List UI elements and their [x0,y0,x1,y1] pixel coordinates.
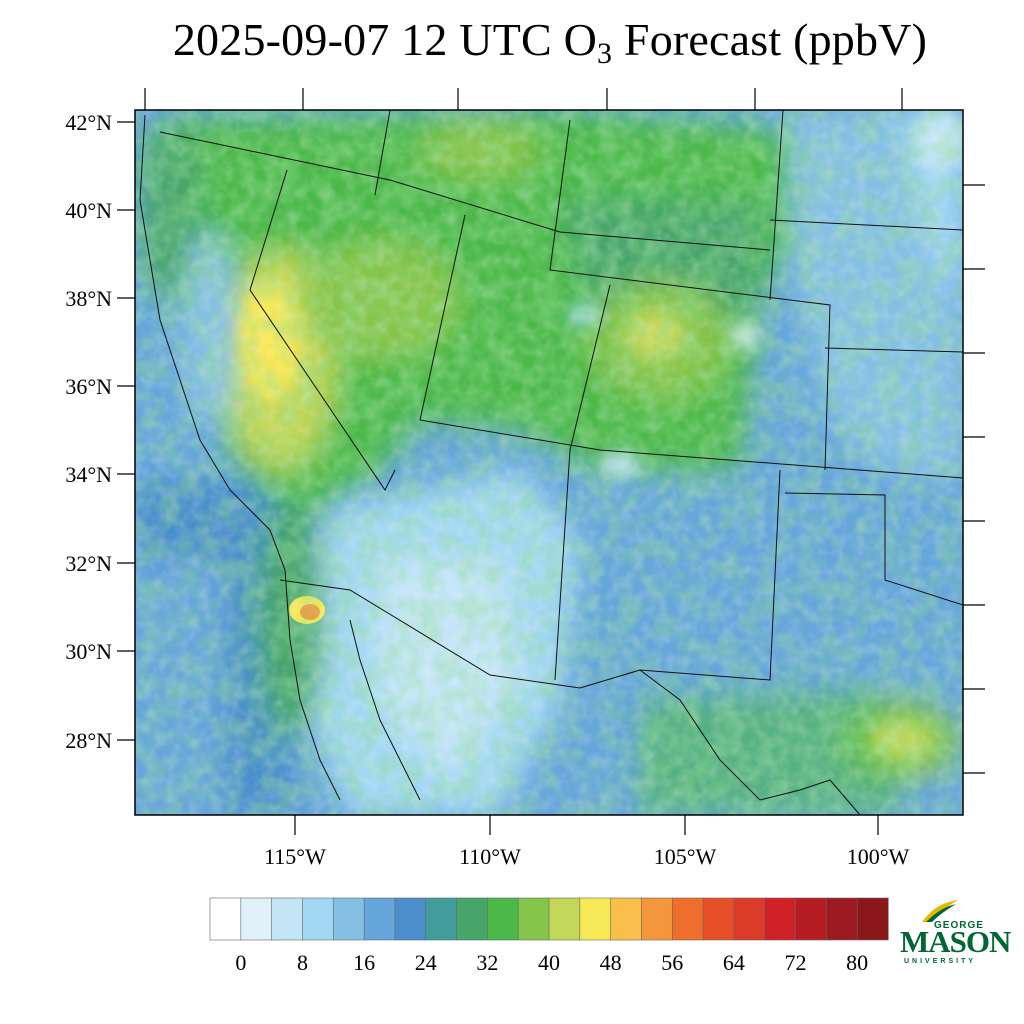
title-subscript: 3 [597,37,613,70]
colorbar-tick-label: 16 [353,950,375,975]
map-title: 2025-09-07 12 UTC O3 Forecast (ppbV) [0,12,1024,70]
colorbar-swatch [456,897,488,941]
colorbar-swatch [517,897,550,941]
colorbar-swatch [733,897,766,941]
colorbar-swatch [332,897,365,941]
colorbar-tick-label: 24 [415,950,437,975]
colorbar-tick-label: 0 [235,950,246,975]
colorbar-tick-label: 32 [476,950,498,975]
colorbar-swatch [240,897,273,941]
colorbar-tick-label: 40 [538,950,560,975]
colorbar-swatch [826,897,858,941]
colorbar-swatch [856,897,889,941]
lon-label-105: 105°W [654,844,717,869]
lon-label-100: 100°W [847,844,910,869]
colorbar-tick-label: 80 [846,950,868,975]
colorbar-swatch [209,897,242,941]
lat-label-30: 30°N [65,639,112,664]
logo-swoosh-icon [922,900,958,922]
logo-bottom-text: UNIVERSITY [904,958,977,965]
george-mason-logo: GEORGE MASON UNIVERSITY [898,898,1011,968]
colorbar-swatch [610,897,643,941]
title-prefix: 2025-09-07 12 UTC O [172,14,598,65]
colorbar-tick-label: 8 [297,950,308,975]
colorbar-labels: 0 8 16 24 32 40 48 56 64 72 80 [235,950,868,975]
colorbar-tick-label: 72 [785,950,807,975]
colorbar-swatch [702,897,735,941]
lat-label-38: 38°N [65,286,112,311]
colorbar-swatch [641,897,673,941]
ozone-field [135,110,963,815]
logo-main-text: MASON [900,924,1011,959]
lat-label-28: 28°N [65,728,112,753]
colorbar-swatch [548,897,581,941]
lat-label-40: 40°N [65,198,112,223]
lon-label-110: 110°W [459,844,521,869]
state-boundaries [139,110,963,815]
colorbar-tick-label: 48 [600,950,622,975]
colorbar-swatch [271,897,304,941]
lon-label-115: 115°W [264,844,326,869]
lat-label-34: 34°N [65,462,112,487]
colorbar-swatch [487,897,519,941]
title-suffix: Forecast (ppbV) [612,14,928,65]
colorbar-swatch [425,897,458,941]
axis-ticks [117,88,985,835]
colorbar-swatch [302,897,334,941]
colorbar-tick-label: 56 [661,950,683,975]
colorbar-swatch [579,897,612,941]
colorbar-tick-label: 64 [723,950,745,975]
logo-top-text: GEORGE [934,920,984,931]
colorbar-swatch [363,897,396,941]
latitude-labels: 42°N 40°N 38°N 36°N 34°N 32°N 30°N 28°N [65,110,112,753]
colorbar-swatch [671,897,704,941]
colorbar [209,897,889,941]
colorbar-swatch [795,897,827,941]
colorbar-swatch [394,897,427,941]
lat-label-42: 42°N [65,110,112,135]
longitude-labels: 115°W 110°W 105°W 100°W [264,844,909,869]
lat-label-36: 36°N [65,374,112,399]
map-frame [134,109,964,816]
colorbar-swatch [764,897,797,941]
lat-label-32: 32°N [65,551,112,576]
